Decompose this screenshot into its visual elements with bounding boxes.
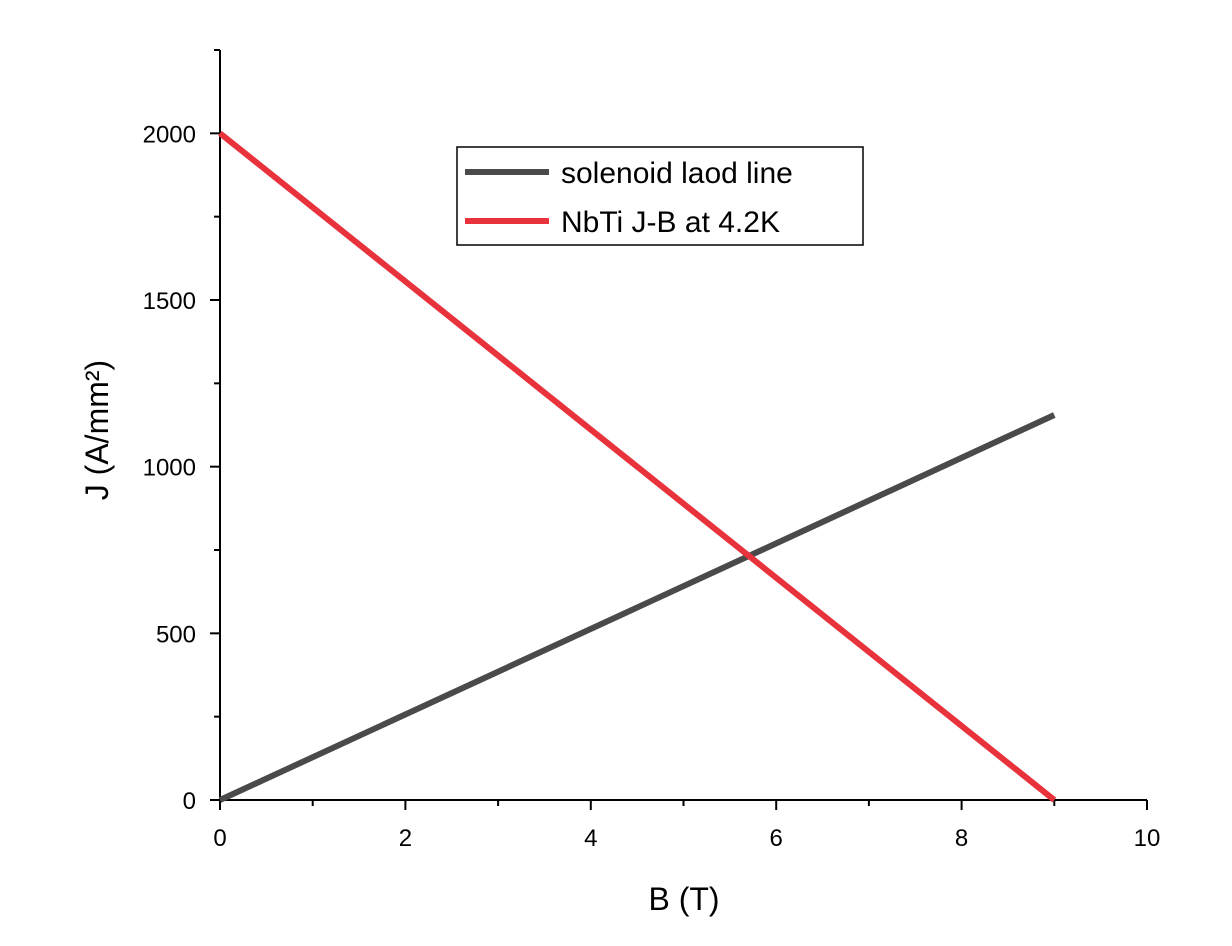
x-tick-label: 4 — [584, 825, 597, 852]
series-line-solenoid-load-line — [218, 412, 1056, 803]
x-tick-label: 6 — [770, 825, 783, 852]
x-tick-label: 10 — [1134, 825, 1161, 852]
y-tick-label: 500 — [156, 621, 196, 648]
legend: solenoid laod line NbTi J-B at 4.2K — [456, 146, 864, 246]
x-axis-title: B (T) — [648, 881, 719, 917]
y-tick-label: 1000 — [143, 455, 196, 482]
y-tick-label: 2000 — [143, 121, 196, 148]
x-tick-label: 0 — [213, 825, 226, 852]
legend-label: NbTi J-B at 4.2K — [561, 206, 780, 239]
x-tick-label: 8 — [955, 825, 968, 852]
y-axis-title: J (A/mm²) — [79, 360, 115, 500]
axes-layer: 0 2 4 6 8 10 0 500 1000 1500 2000 — [143, 49, 1161, 852]
x-tick-label: 2 — [399, 825, 412, 852]
y-tick-label: 1500 — [143, 288, 196, 315]
y-tick-label: 0 — [183, 788, 196, 815]
legend-box — [456, 146, 864, 246]
legend-label: solenoid laod line — [561, 157, 793, 190]
series-line-nbti-jb-curve — [218, 130, 1057, 803]
series-layer — [218, 130, 1057, 803]
